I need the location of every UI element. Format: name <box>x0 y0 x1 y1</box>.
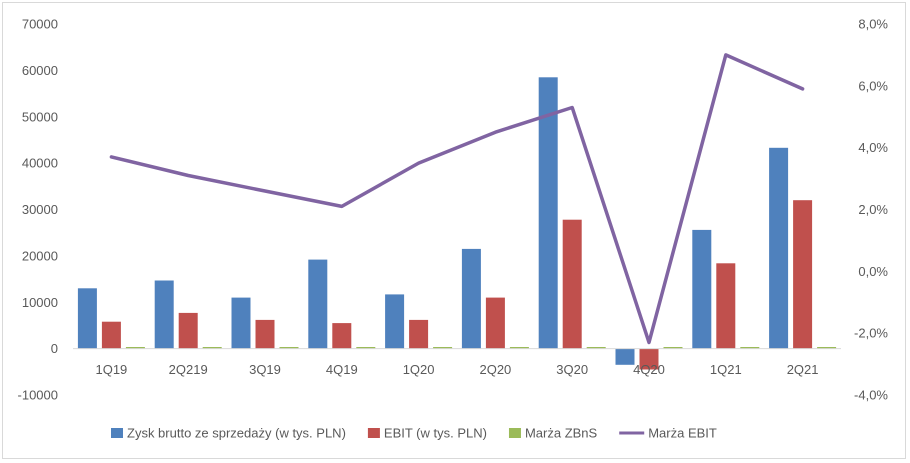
bar-1-2Q21 <box>793 200 813 349</box>
bar-0-3Q19 <box>231 297 251 349</box>
chart: -10000 0 10000 20000 30000 40000 50000 60000 700… <box>18 17 889 441</box>
category-label: 2Q21 <box>787 362 819 377</box>
right-tick-label: 0,0% <box>858 264 888 279</box>
category-label: 4Q19 <box>326 362 358 377</box>
right-tick-label: -2,0% <box>854 326 888 341</box>
bar-0-4Q20 <box>615 348 635 365</box>
line-series-0 <box>109 53 805 345</box>
bar-2-1Q20 <box>433 347 453 349</box>
legend-swatch <box>508 428 521 438</box>
bars-layer <box>77 77 837 370</box>
bar-0-2Q20 <box>461 248 481 349</box>
category-label: 3Q19 <box>249 362 281 377</box>
bar-1-1Q19 <box>101 321 121 349</box>
bar-1-4Q20 <box>639 348 659 370</box>
bar-2-1Q19 <box>125 347 145 349</box>
category-label: 1Q21 <box>710 362 742 377</box>
category-axis-ticks: 1Q19 2Q219 3Q19 4Q19 1Q20 2Q20 3Q20 4Q20 1Q21 2Q2… <box>95 362 818 377</box>
category-label: 1Q20 <box>403 362 435 377</box>
bar-1-2Q219 <box>178 312 198 349</box>
legend-swatch <box>367 428 380 438</box>
category-label: 4Q20 <box>633 362 665 377</box>
bar-1-3Q19 <box>255 319 275 349</box>
bar-2-4Q20 <box>663 347 683 349</box>
bar-1-4Q19 <box>332 323 352 349</box>
right-tick-label: -4,0% <box>854 388 888 403</box>
left-tick-label: 20000 <box>22 248 58 263</box>
line-layer <box>109 53 805 345</box>
bar-2-3Q19 <box>279 347 299 349</box>
legend-swatch <box>111 428 123 438</box>
left-tick-label: 60000 <box>22 63 58 78</box>
bar-0-1Q20 <box>385 294 405 349</box>
bar-1-2Q20 <box>485 297 505 349</box>
legend-label: Marża ZBnS <box>525 426 598 441</box>
bar-2-1Q21 <box>740 347 760 349</box>
left-tick-label: 50000 <box>22 109 58 124</box>
left-tick-label: 40000 <box>22 156 58 171</box>
bar-2-2Q21 <box>817 347 837 349</box>
left-tick-label: -10000 <box>18 388 58 403</box>
legend: Zysk brutto ze sprzedaży (w tys. PLN) EBI… <box>111 426 717 441</box>
left-tick-label: 30000 <box>22 202 58 217</box>
left-axis-ticks: -10000 0 10000 20000 30000 40000 50000 60000 700… <box>18 17 58 403</box>
left-tick-label: 10000 <box>22 295 58 310</box>
bar-0-2Q219 <box>154 280 174 349</box>
right-tick-label: 6,0% <box>858 78 888 93</box>
bar-2-2Q219 <box>202 347 222 349</box>
bar-1-1Q20 <box>409 319 429 349</box>
right-tick-label: 8,0% <box>858 17 888 32</box>
category-label: 2Q20 <box>479 362 511 377</box>
right-tick-label: 4,0% <box>858 140 888 155</box>
bar-2-3Q20 <box>586 347 606 349</box>
right-tick-label: 2,0% <box>858 202 888 217</box>
legend-label: Zysk brutto ze sprzedaży (w tys. PLN) <box>127 426 346 441</box>
legend-label: EBIT (w tys. PLN) <box>384 426 487 441</box>
left-tick-label: 0 <box>51 341 58 356</box>
right-axis-ticks: -4,0% -2,0% 0,0% 2,0% 4,0% 6,0% 8,0% <box>854 17 888 403</box>
category-label: 1Q19 <box>95 362 127 377</box>
bar-1-3Q20 <box>562 219 582 349</box>
bar-0-3Q20 <box>538 77 558 349</box>
category-label: 3Q20 <box>556 362 588 377</box>
bar-0-2Q21 <box>769 147 789 349</box>
bar-1-1Q21 <box>716 263 736 349</box>
bar-0-1Q21 <box>692 229 712 349</box>
left-tick-label: 70000 <box>22 17 58 32</box>
bar-2-2Q20 <box>509 347 529 349</box>
legend-label: Marża EBIT <box>648 426 717 441</box>
category-label: 2Q219 <box>169 362 208 377</box>
bar-2-4Q19 <box>356 347 376 349</box>
bar-0-1Q19 <box>77 288 97 349</box>
bar-0-4Q19 <box>308 259 328 349</box>
